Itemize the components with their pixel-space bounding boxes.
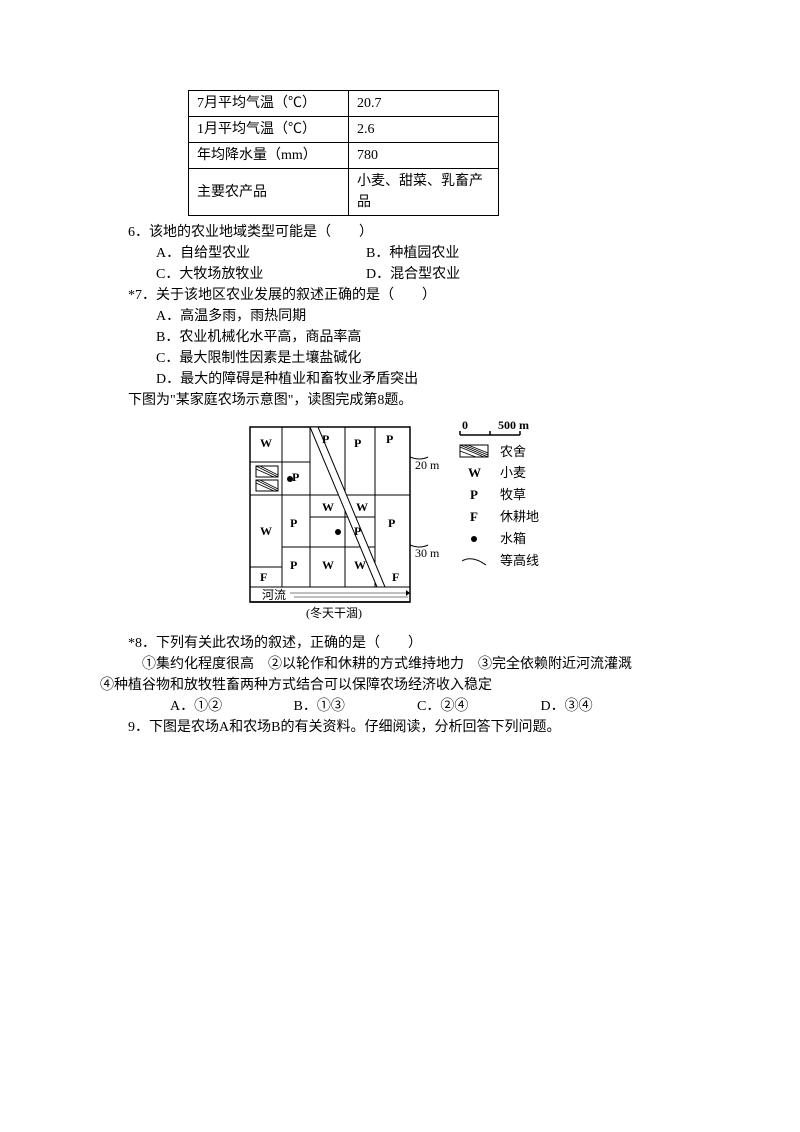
svg-text:W: W [354,558,366,572]
q6-options-row2: C．大牧场放牧业 D．混合型农业 [156,264,700,285]
q7-opt-d: D．最大的障碍是种植业和畜牧业矛盾突出 [156,369,700,390]
q9-stem: 下图是农场A和农场B的有关资料。仔细阅读，分析回答下列问题。 [149,720,560,735]
q7-opt-c: C．最大限制性因素是土壤盐碱化 [156,348,700,369]
q6-opt-c: C．大牧场放牧业 [156,264,366,285]
legend-fallow: 休耕地 [500,509,539,524]
legend-contour: 等高线 [500,553,539,568]
svg-text:P: P [354,436,361,450]
q6-options-row1: A．自给型农业 B．种植园农业 [156,243,700,264]
table-cell-value: 20.7 [349,91,499,117]
question-9: 9．下图是农场A和农场B的有关资料。仔细阅读，分析回答下列问题。 [128,717,700,738]
q6-opt-a: A．自给型农业 [156,243,366,264]
svg-text:P: P [322,432,329,446]
q8-num: *8． [128,636,156,651]
scale-500: 500 m [498,418,529,432]
water-tank-icon [335,529,341,535]
table-cell-label: 年均降水量（mm） [189,143,349,169]
svg-text:P: P [290,516,297,530]
svg-text:W: W [260,436,272,450]
svg-text:W: W [322,558,334,572]
question-8: *8．下列有关此农场的叙述，正确的是（ ） [128,633,700,654]
q7-num: *7． [128,288,156,303]
table-cell-label: 主要农产品 [189,169,349,216]
table-cell-label: 7月平均气温（℃） [189,91,349,117]
q8-options: A．①② B．①③ C．②④ D．③④ [170,696,700,717]
table-row: 7月平均气温（℃） 20.7 [189,91,499,117]
svg-text:F: F [260,570,267,584]
q7-stem: 关于该地区农业发展的叙述正确的是（ ） [156,288,436,303]
farm-diagram-svg: 0 500 m 农舍 W 小麦 P 牧草 F 休耕地 水箱 等高线 [210,417,590,627]
svg-text:P: P [290,558,297,572]
legend-wheat: 小麦 [500,465,526,480]
q8-stem: 下列有关此农场的叙述，正确的是（ ） [156,636,422,651]
legend-w-sym: W [468,465,481,480]
legend-f-sym: F [470,509,478,524]
scale-0: 0 [462,418,468,432]
question-7: *7．关于该地区农业发展的叙述正确的是（ ） [128,285,700,306]
svg-text:P: P [292,470,299,484]
table-cell-label: 1月平均气温（℃） [189,117,349,143]
svg-text:P: P [354,524,361,538]
q6-opt-d: D．混合型农业 [366,264,460,285]
svg-text:W: W [356,500,368,514]
farm-diagram: 0 500 m 农舍 W 小麦 P 牧草 F 休耕地 水箱 等高线 [100,417,700,627]
q8-opt-b: B．①③ [294,696,414,717]
q7-opt-a: A．高温多雨，雨热同期 [156,306,700,327]
q8-statements-2: ④种植谷物和放牧牲畜两种方式结合可以保障农场经济收入稳定 [100,675,700,696]
svg-text:P: P [386,432,393,446]
q8-statements-1: ①集约化程度很高 ②以轮作和休耕的方式维持地力 ③完全依赖附近河流灌溉 [142,654,700,675]
q8-opt-a: A．①② [170,696,290,717]
q8-intro: 下图为"某家庭农场示意图"，读图完成第8题。 [128,390,700,411]
legend-pasture: 牧草 [500,487,526,502]
contour-30: 30 m [415,546,440,560]
svg-text:P: P [388,516,395,530]
q6-stem: 该地的农业地域类型可能是（ ） [149,225,373,240]
table-cell-value: 780 [349,143,499,169]
farmhouse-icon [256,466,278,491]
q7-opt-b: B．农业机械化水平高，商品率高 [156,327,700,348]
legend-p-sym: P [470,487,478,502]
legend-tank: 水箱 [500,531,526,546]
q8-opt-d: D．③④ [541,696,641,717]
contour-20: 20 m [415,458,440,472]
river-note: (冬天干涸) [306,605,362,620]
farm-grid: 20 m 30 m W P P P P W W P W P P P W W F … [250,427,440,602]
table-row: 年均降水量（mm） 780 [189,143,499,169]
svg-text:W: W [322,500,334,514]
q8-opt-c: C．②④ [417,696,537,717]
table-cell-value: 2.6 [349,117,499,143]
table-row: 主要农产品 小麦、甜菜、乳畜产品 [189,169,499,216]
river-label: 河流 [262,588,286,602]
svg-text:F: F [392,570,399,584]
legend-farmhouse: 农舍 [500,444,526,459]
table-cell-value: 小麦、甜菜、乳畜产品 [349,169,499,216]
svg-text:W: W [260,524,272,538]
climate-table: 7月平均气温（℃） 20.7 1月平均气温（℃） 2.6 年均降水量（mm） 7… [188,90,499,216]
q9-num: 9． [128,720,149,735]
q6-num: 6． [128,225,149,240]
q6-opt-b: B．种植园农业 [366,243,459,264]
question-6: 6．该地的农业地域类型可能是（ ） [128,222,700,243]
table-row: 1月平均气温（℃） 2.6 [189,117,499,143]
